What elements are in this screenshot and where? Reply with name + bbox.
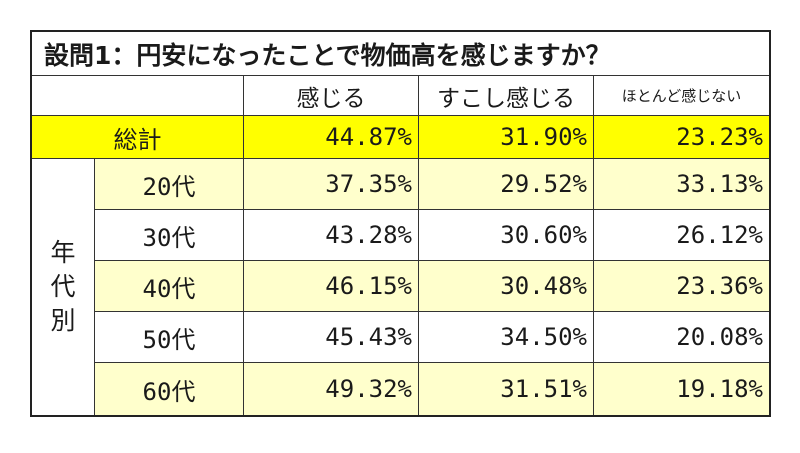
age-row-value-slightly-feel: 31.51%: [419, 363, 594, 415]
age-group-char-2: 代: [50, 272, 76, 301]
column-header-feel: 感じる: [244, 76, 419, 116]
total-value-hardly-feel: 23.23%: [594, 116, 769, 159]
age-row-value-slightly-feel: 30.60%: [419, 210, 594, 261]
total-value-slightly-feel: 31.90%: [419, 116, 594, 159]
total-value-feel: 44.87%: [244, 116, 419, 159]
age-row-value-hardly-feel: 23.36%: [594, 261, 769, 312]
age-row-value-slightly-feel: 29.52%: [419, 159, 594, 210]
age-row-value-slightly-feel: 34.50%: [419, 312, 594, 363]
age-row-value-feel: 49.32%: [244, 363, 419, 415]
total-row-label: 総計: [32, 116, 244, 159]
age-row-value-hardly-feel: 19.18%: [594, 363, 769, 415]
age-row-value-feel: 43.28%: [244, 210, 419, 261]
age-row-value-feel: 45.43%: [244, 312, 419, 363]
age-row-label: 50代: [95, 312, 244, 363]
age-row-value-hardly-feel: 26.12%: [594, 210, 769, 261]
age-row-label: 60代: [95, 363, 244, 415]
age-row-value-feel: 46.15%: [244, 261, 419, 312]
age-group-char-1: 年: [50, 238, 76, 267]
survey-question-title: 設問1：円安になったことで物価高を感じますか？: [32, 32, 769, 76]
age-group-label: 年 代 別: [32, 159, 95, 415]
age-row-label: 20代: [95, 159, 244, 210]
column-header-slightly-feel: すこし感じる: [419, 76, 594, 116]
age-row-label: 30代: [95, 210, 244, 261]
age-group-char-3: 別: [50, 306, 76, 335]
survey-table: 設問1：円安になったことで物価高を感じますか？ 感じる すこし感じる ほとんど感…: [30, 30, 771, 417]
header-blank-cell: [32, 76, 244, 116]
age-row-value-hardly-feel: 20.08%: [594, 312, 769, 363]
age-row-value-hardly-feel: 33.13%: [594, 159, 769, 210]
age-row-value-feel: 37.35%: [244, 159, 419, 210]
age-row-value-slightly-feel: 30.48%: [419, 261, 594, 312]
age-row-label: 40代: [95, 261, 244, 312]
column-header-hardly-feel: ほとんど感じない: [594, 76, 769, 116]
